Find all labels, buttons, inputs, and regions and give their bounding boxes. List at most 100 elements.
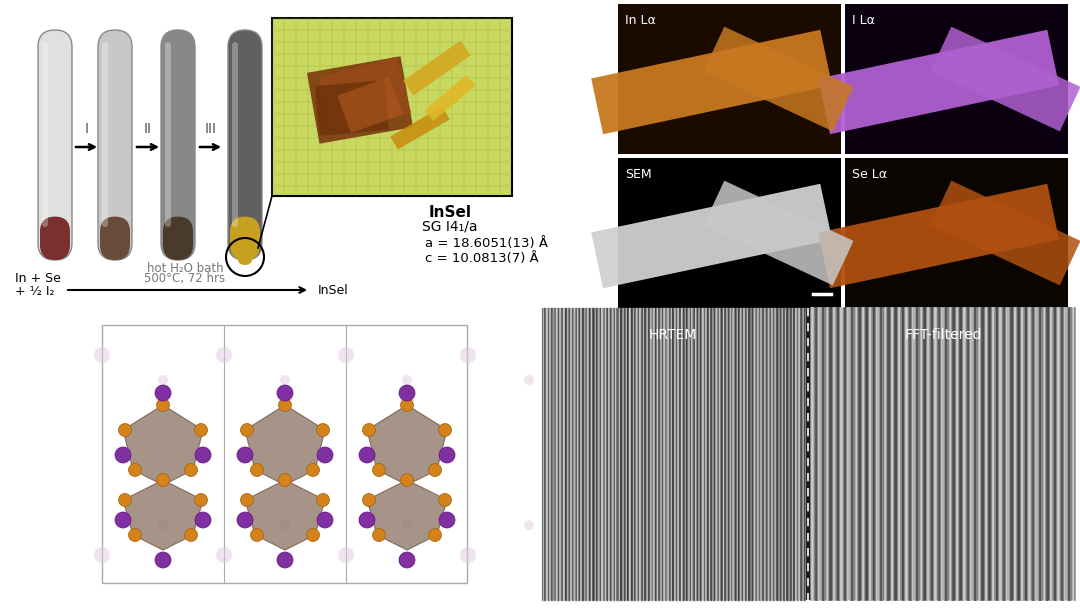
Circle shape xyxy=(119,424,132,437)
Circle shape xyxy=(318,512,333,528)
Circle shape xyxy=(402,375,411,385)
Polygon shape xyxy=(819,184,1059,288)
Ellipse shape xyxy=(238,255,252,265)
Polygon shape xyxy=(123,405,203,485)
Polygon shape xyxy=(403,41,471,95)
Text: InSel: InSel xyxy=(429,205,472,220)
Circle shape xyxy=(438,512,455,528)
Bar xyxy=(272,18,512,196)
Text: In + Se: In + Se xyxy=(15,272,60,285)
Circle shape xyxy=(237,447,253,463)
Circle shape xyxy=(94,547,110,563)
Circle shape xyxy=(195,447,211,463)
Polygon shape xyxy=(591,30,832,134)
Polygon shape xyxy=(245,405,325,485)
Text: hot H₂O bath: hot H₂O bath xyxy=(147,262,224,275)
Polygon shape xyxy=(703,181,853,285)
Text: I: I xyxy=(84,122,89,136)
Circle shape xyxy=(241,494,254,506)
Circle shape xyxy=(316,424,329,437)
Circle shape xyxy=(241,424,254,437)
Text: In Lα: In Lα xyxy=(625,14,656,27)
Circle shape xyxy=(156,552,171,568)
FancyBboxPatch shape xyxy=(42,42,48,227)
Text: InSel: InSel xyxy=(318,283,349,297)
Polygon shape xyxy=(367,480,447,550)
Circle shape xyxy=(307,528,320,542)
Circle shape xyxy=(429,463,442,477)
Circle shape xyxy=(359,447,375,463)
Circle shape xyxy=(114,447,131,463)
Polygon shape xyxy=(123,480,203,550)
Circle shape xyxy=(363,494,376,506)
FancyBboxPatch shape xyxy=(100,216,130,260)
Circle shape xyxy=(401,398,414,412)
FancyBboxPatch shape xyxy=(232,42,238,227)
Polygon shape xyxy=(390,106,449,150)
FancyBboxPatch shape xyxy=(228,30,262,260)
Text: SG I4₁/a: SG I4₁/a xyxy=(422,220,477,234)
Text: III: III xyxy=(204,122,216,136)
FancyBboxPatch shape xyxy=(40,216,70,260)
Polygon shape xyxy=(819,30,1059,134)
Polygon shape xyxy=(307,57,413,143)
Circle shape xyxy=(157,474,170,486)
Circle shape xyxy=(399,385,415,401)
Circle shape xyxy=(399,552,415,568)
Circle shape xyxy=(156,385,171,401)
Circle shape xyxy=(524,520,534,530)
Circle shape xyxy=(185,463,198,477)
Circle shape xyxy=(401,474,414,486)
Circle shape xyxy=(524,375,534,385)
Polygon shape xyxy=(931,181,1080,285)
Polygon shape xyxy=(367,405,447,485)
Circle shape xyxy=(216,547,232,563)
FancyBboxPatch shape xyxy=(230,216,260,260)
Circle shape xyxy=(373,463,386,477)
Text: I Lα: I Lα xyxy=(852,14,875,27)
Circle shape xyxy=(194,424,207,437)
Circle shape xyxy=(276,385,293,401)
Circle shape xyxy=(276,552,293,568)
Circle shape xyxy=(359,512,375,528)
Circle shape xyxy=(185,528,198,542)
Circle shape xyxy=(114,512,131,528)
Polygon shape xyxy=(591,184,832,288)
Text: a = 18.6051(13) Å: a = 18.6051(13) Å xyxy=(426,237,548,250)
Text: HRTEM: HRTEM xyxy=(649,328,697,342)
Circle shape xyxy=(158,520,168,530)
Circle shape xyxy=(194,494,207,506)
Polygon shape xyxy=(337,77,403,133)
FancyBboxPatch shape xyxy=(163,216,193,260)
Circle shape xyxy=(251,528,264,542)
FancyBboxPatch shape xyxy=(98,30,132,260)
Polygon shape xyxy=(315,80,389,136)
Circle shape xyxy=(129,528,141,542)
Circle shape xyxy=(251,463,264,477)
Circle shape xyxy=(307,463,320,477)
Circle shape xyxy=(429,528,442,542)
Circle shape xyxy=(438,494,451,506)
Polygon shape xyxy=(245,480,325,550)
Circle shape xyxy=(216,347,232,363)
Circle shape xyxy=(157,398,170,412)
FancyBboxPatch shape xyxy=(161,30,195,260)
Bar xyxy=(618,158,841,308)
Text: Se Lα: Se Lα xyxy=(852,168,887,181)
Polygon shape xyxy=(931,27,1080,131)
Bar xyxy=(618,4,841,154)
Circle shape xyxy=(402,520,411,530)
Circle shape xyxy=(129,463,141,477)
Circle shape xyxy=(279,474,292,486)
FancyBboxPatch shape xyxy=(102,42,108,227)
Circle shape xyxy=(280,520,291,530)
Circle shape xyxy=(460,547,476,563)
Polygon shape xyxy=(319,57,411,133)
Circle shape xyxy=(94,347,110,363)
Circle shape xyxy=(338,347,354,363)
Text: SEM: SEM xyxy=(625,168,651,181)
Circle shape xyxy=(338,547,354,563)
Bar xyxy=(845,4,1068,154)
Bar xyxy=(542,308,1075,600)
Text: + ½ I₂: + ½ I₂ xyxy=(15,285,54,298)
